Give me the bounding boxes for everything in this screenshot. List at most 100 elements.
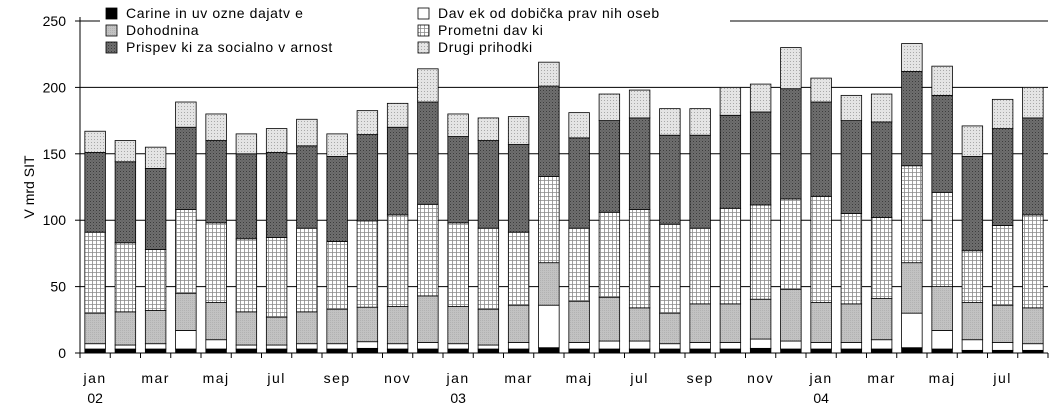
bar-segment (810, 302, 832, 343)
bar-segment (477, 117, 500, 141)
bar-segment (931, 286, 953, 331)
bar-segment (417, 341, 439, 350)
bar-segment (386, 306, 409, 345)
bar-segment (961, 339, 984, 351)
bar-segment (235, 238, 258, 313)
bar-segment (235, 344, 258, 350)
bar-segment (628, 340, 651, 350)
bar-segment (749, 111, 772, 206)
bar-segment (235, 348, 258, 354)
bar-segment (1022, 214, 1044, 309)
bar-segment (235, 311, 258, 346)
legend-swatch (417, 24, 430, 37)
bar-segment (114, 311, 137, 346)
bar-segment (780, 47, 802, 90)
bar-segment (296, 348, 318, 354)
bar-segment (326, 133, 348, 157)
bar-segment (235, 153, 258, 240)
bar-segment (961, 156, 984, 252)
bar-segment (507, 341, 530, 350)
bar-segment (931, 330, 953, 350)
bar-segment (659, 223, 681, 314)
legend-label: Carine in uv ozne dajatv e (126, 5, 303, 21)
bar-segment (689, 227, 711, 305)
bar-segment (961, 302, 984, 341)
x-tick-label: jul (629, 370, 649, 386)
bar-segment (901, 312, 923, 349)
x-tick-label: maj (929, 370, 956, 386)
bar-segment (477, 308, 500, 346)
bar-segment (144, 310, 167, 345)
bar-segment (719, 87, 742, 116)
bar-segment (1022, 117, 1044, 216)
bar-segment (870, 348, 893, 354)
bar-segment (749, 204, 772, 300)
bar-segment (870, 339, 893, 350)
bar-segment (1022, 343, 1044, 351)
bar-segment (598, 348, 621, 354)
x-tick-label: jan (83, 370, 107, 386)
bar-segment (568, 227, 590, 302)
bar-segment (205, 302, 227, 341)
bar-segment (568, 300, 590, 343)
legend-swatch (105, 24, 118, 37)
bar-segment (598, 296, 621, 342)
bar-segment (870, 298, 893, 341)
bar-segment (749, 347, 772, 354)
y-tick-label: 0 (58, 345, 66, 361)
x-tick-label: jul (266, 370, 286, 386)
bar-segment (991, 128, 1014, 226)
bar-segment (386, 348, 409, 354)
bar-segment (628, 348, 651, 354)
bar-segment (175, 209, 197, 294)
bar-segment (175, 330, 197, 350)
bar-segment (477, 227, 500, 310)
legend-swatch (105, 7, 118, 20)
legend-swatch (105, 41, 118, 54)
bar-segment (265, 348, 288, 354)
bar-segment (719, 341, 742, 350)
y-tick-label: 200 (43, 79, 67, 95)
bar-segment (538, 61, 560, 87)
bar-segment (659, 108, 681, 136)
legend-swatch (417, 41, 430, 54)
bar-segment (901, 165, 923, 264)
bar-segment (296, 145, 318, 229)
bar-segment (477, 344, 500, 350)
bar-segment (144, 249, 167, 311)
bar-segment (326, 241, 348, 310)
x-tick-label: nov (384, 370, 411, 386)
bar-segment (205, 140, 227, 224)
bar-segment (235, 133, 258, 155)
bar-segment (810, 77, 832, 103)
bar-segment (538, 85, 560, 177)
bar-segment (628, 89, 651, 119)
bar-segment (991, 225, 1014, 306)
bar-segment (205, 113, 227, 141)
bar-segment (386, 102, 409, 128)
bar-segment (326, 343, 348, 350)
legend-label: Prometni dav ki (438, 22, 543, 38)
bar-segment (447, 348, 469, 354)
y-axis-title: V mrd SIT (21, 155, 37, 218)
bar-segment (780, 198, 802, 290)
axes: 0 50 100 150 200 250 jan mar maj jul sep nov jan mar m… (21, 13, 1049, 406)
bar-segment (114, 161, 137, 244)
bar-segment (961, 125, 984, 157)
x-tick-label: mar (504, 370, 533, 386)
bar-segment (749, 338, 772, 349)
bar-segment (780, 340, 802, 350)
bar-segment (417, 203, 439, 297)
bar-segment (114, 242, 137, 313)
bar-segment (901, 71, 923, 167)
x-tick-label: maj (566, 370, 593, 386)
y-tick-label: 250 (43, 13, 67, 29)
bar-segment (507, 231, 530, 306)
bar-segment (84, 343, 106, 350)
bar-segment (507, 116, 530, 145)
bar-segment (568, 348, 590, 354)
bar-segment (356, 134, 379, 222)
bar-segment (810, 348, 832, 354)
bar-segment (749, 298, 772, 340)
bar-segment (689, 303, 711, 343)
